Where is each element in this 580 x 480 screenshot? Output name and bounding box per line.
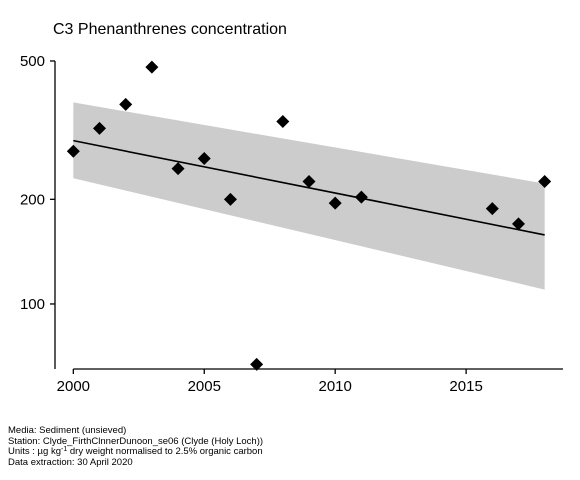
data-point <box>328 196 342 210</box>
footer-media: Media: Sediment (unsieved) <box>8 425 127 436</box>
data-point <box>66 144 80 158</box>
y-tick-label: 100 <box>20 296 45 313</box>
data-point <box>485 202 499 216</box>
y-tick-label: 200 <box>20 191 45 208</box>
chart-footer: Media: Sediment (unsieved) Station: Clyd… <box>8 425 264 468</box>
x-tick-label: 2005 <box>188 378 221 395</box>
footer-extraction: Data extraction: 30 April 2020 <box>8 456 133 468</box>
data-point <box>276 114 290 128</box>
footer-station: Station: Clyde_FirthClnnerDunoon_se06 (C… <box>8 435 264 447</box>
data-point <box>223 192 237 206</box>
x-tick-label: 2000 <box>57 378 90 395</box>
y-ticks: 100 200 500 <box>20 53 55 313</box>
data-point <box>354 190 368 204</box>
data-point <box>171 162 185 176</box>
footer-units-sup: -1 <box>61 446 68 454</box>
confidence-band <box>73 102 545 290</box>
data-point <box>302 175 316 189</box>
data-point <box>197 152 211 166</box>
footer-units: Units : µg kg-1 dry weight normalised to… <box>8 446 263 458</box>
x-ticks: 2000 2005 2010 2015 <box>57 369 483 395</box>
data-point <box>250 357 264 371</box>
data-point <box>538 175 552 189</box>
data-point <box>145 60 159 74</box>
y-tick-label: 500 <box>20 53 45 70</box>
footer-units-suffix: dry weight normalised to 2.5% organic ca… <box>67 446 263 458</box>
chart: C3 Phenanthrenes concentration 100 200 500… <box>20 21 563 395</box>
data-points <box>66 60 552 371</box>
chart-title: C3 Phenanthrenes concentration <box>53 21 287 38</box>
x-tick-label: 2015 <box>449 378 482 395</box>
data-point <box>93 121 107 135</box>
plot-area <box>66 60 552 371</box>
x-tick-label: 2010 <box>318 378 351 395</box>
data-point <box>511 217 525 231</box>
data-point <box>119 97 133 111</box>
footer-units-prefix: Units : µg kg <box>8 446 61 458</box>
